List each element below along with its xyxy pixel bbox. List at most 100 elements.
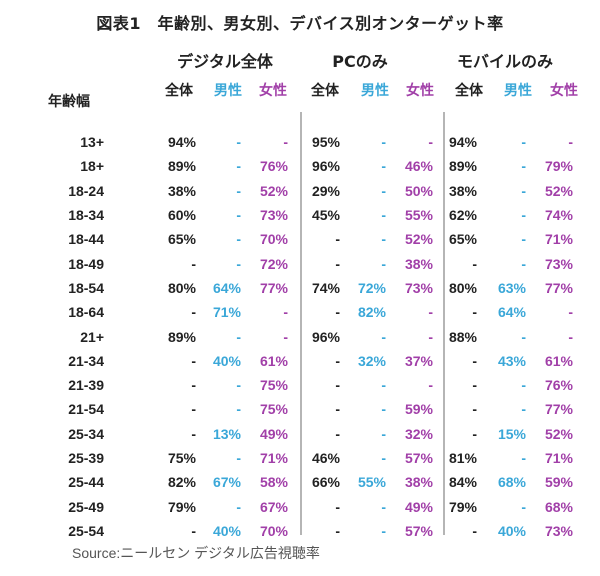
value-cell-mobile-male: 64% [497, 304, 526, 321]
age-range-cell: 18-44 [68, 231, 104, 248]
value-cell-digital-total: 94% [167, 134, 196, 151]
table-row: 25-39 75% - 71% 46% - 57% 81% - 71% [0, 446, 573, 470]
value-cell-pc-total: - [335, 352, 340, 369]
value-cell-mobile-total: - [472, 522, 477, 539]
value-cell-pc-total: 95% [311, 134, 340, 151]
age-range-cell: 21-54 [68, 401, 104, 418]
value-cell-digital-total: 38% [167, 182, 196, 199]
value-cell-pc-male: - [381, 401, 386, 418]
sub-header-mobile-total: 全体 [455, 83, 483, 99]
table-row: 25-49 79% - 67% - - 49% 79% - 68% [0, 494, 573, 518]
age-range-cell: 21+ [80, 328, 104, 345]
value-cell-digital-total: - [191, 522, 196, 539]
value-cell-pc-male: - [381, 450, 386, 466]
value-cell-pc-total: - [335, 255, 340, 272]
value-cell-digital-female: 61% [259, 352, 288, 369]
value-cell-mobile-male: 63% [497, 279, 526, 296]
value-cell-pc-total: - [335, 377, 340, 394]
age-range-cell: 18-64 [68, 304, 104, 321]
value-cell-mobile-total: 62% [448, 207, 477, 224]
value-cell-mobile-female: 73% [544, 522, 573, 539]
value-cell-pc-male: - [381, 498, 386, 515]
value-cell-digital-total: - [191, 425, 196, 442]
value-cell-mobile-total: 81% [448, 450, 477, 466]
table-row: 18-64-71% - -82% - -64% - [0, 300, 573, 324]
value-cell-mobile-female: 79% [544, 158, 573, 175]
value-cell-mobile-male: - [521, 231, 526, 248]
value-cell-mobile-total: 88% [448, 328, 477, 345]
value-cell-mobile-male: 15% [497, 425, 526, 442]
value-cell-pc-male: - [381, 522, 386, 539]
value-cell-digital-male: - [236, 450, 241, 466]
sub-header-digital-female: 女性 [259, 83, 287, 99]
sub-header-pc-total: 全体 [311, 83, 339, 99]
value-cell-mobile-male: - [521, 134, 526, 151]
value-cell-pc-total: 46% [311, 450, 340, 466]
value-cell-digital-total: - [191, 304, 196, 321]
value-cell-mobile-total: 89% [448, 158, 477, 175]
value-cell-digital-male: - [236, 134, 241, 151]
value-cell-mobile-female: 73% [544, 255, 573, 272]
value-cell-pc-male: 32% [357, 352, 386, 369]
value-cell-mobile-male: - [521, 255, 526, 272]
value-cell-mobile-male: 68% [497, 474, 526, 491]
value-cell-digital-female: 67% [259, 498, 288, 515]
value-cell-pc-male: - [381, 377, 386, 394]
value-cell-mobile-male: - [521, 182, 526, 199]
value-cell-mobile-male: 43% [497, 352, 526, 369]
value-cell-digital-male: - [236, 255, 241, 272]
sub-header-mobile-male: 男性 [504, 83, 532, 99]
value-cell-digital-total: 75% [167, 450, 196, 466]
age-range-cell: 25-44 [68, 474, 104, 491]
value-cell-mobile-female: 59% [544, 474, 573, 491]
value-cell-digital-female: 52% [259, 182, 288, 199]
table-row: 21-39 - - 75% - - - - - 76% [0, 373, 573, 397]
value-cell-digital-female: 72% [259, 255, 288, 272]
value-cell-mobile-total: 79% [448, 498, 477, 515]
value-cell-digital-female: 70% [259, 522, 288, 539]
value-cell-pc-total: 29% [311, 182, 340, 199]
value-cell-digital-total: 89% [167, 328, 196, 345]
age-range-cell: 18-24 [68, 182, 104, 199]
value-cell-mobile-male: - [521, 207, 526, 224]
value-cell-pc-total: - [335, 231, 340, 248]
age-range-cell: 13+ [80, 134, 104, 151]
value-cell-pc-male: 72% [357, 279, 386, 296]
value-cell-mobile-male: - [521, 401, 526, 418]
sub-header-digital-male: 男性 [214, 83, 242, 99]
value-cell-pc-female: 38% [404, 255, 433, 272]
value-cell-digital-total: - [191, 255, 196, 272]
value-cell-mobile-female: 68% [544, 498, 573, 515]
value-cell-mobile-female: - [568, 328, 573, 345]
group-header-pc: PCのみ [332, 52, 388, 71]
value-cell-mobile-female: 52% [544, 182, 573, 199]
value-cell-digital-male: - [236, 207, 241, 224]
table-row: 21-34-40% 61% -32% 37% -43% 61% [0, 349, 573, 373]
value-cell-digital-male: 13% [212, 425, 241, 442]
value-cell-mobile-male: - [521, 450, 526, 466]
value-cell-digital-female: 76% [259, 158, 288, 175]
value-cell-digital-male: - [236, 182, 241, 199]
value-cell-pc-female: 46% [404, 158, 433, 175]
value-cell-mobile-female: - [568, 304, 573, 321]
age-range-cell: 18+ [80, 158, 104, 175]
value-cell-pc-male: - [381, 255, 386, 272]
age-range-cell: 25-34 [68, 425, 104, 442]
value-cell-digital-female: 75% [259, 401, 288, 418]
value-cell-pc-male: - [381, 182, 386, 199]
value-cell-mobile-female: 61% [544, 352, 573, 369]
value-cell-digital-total: 65% [167, 231, 196, 248]
value-cell-digital-female: 71% [259, 450, 288, 466]
value-cell-mobile-total: 84% [448, 474, 477, 491]
value-cell-pc-female: 38% [404, 474, 433, 491]
value-cell-mobile-female: 76% [544, 377, 573, 394]
table-row: 25-44 82% 67% 58% 66% 55% 38% 84% 68% 59% [0, 470, 573, 494]
value-cell-pc-male: - [381, 158, 386, 175]
sub-header-digital-total: 全体 [165, 83, 193, 99]
value-cell-mobile-male: 40% [497, 522, 526, 539]
age-range-cell: 25-49 [68, 498, 104, 515]
value-cell-mobile-male: - [521, 328, 526, 345]
sub-header-pc-female: 女性 [406, 83, 434, 99]
value-cell-pc-female: - [428, 304, 433, 321]
value-cell-pc-male: - [381, 328, 386, 345]
